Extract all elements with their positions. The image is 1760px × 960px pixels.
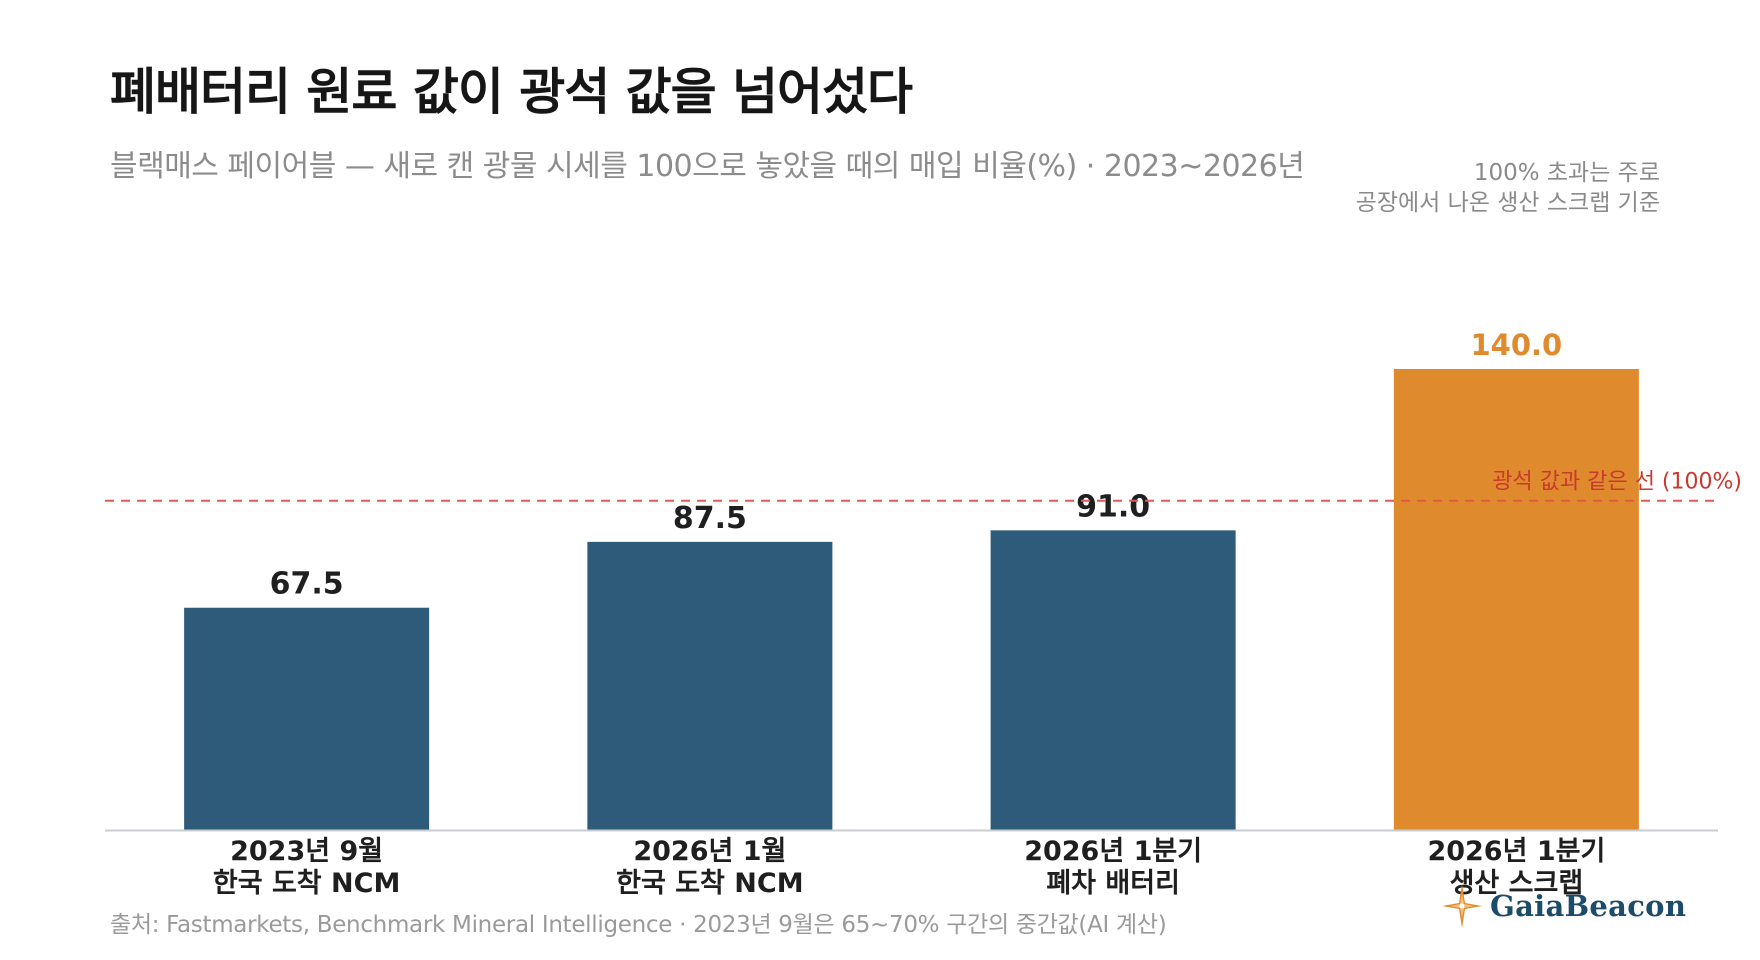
data-label-1: 67.5 bbox=[270, 567, 344, 602]
data-label-3: 91.0 bbox=[1076, 489, 1150, 524]
bar-3 bbox=[990, 530, 1236, 830]
brand-logo: GaiaBeacon bbox=[1440, 882, 1686, 930]
data-label-2: 87.5 bbox=[673, 501, 747, 536]
x-tick-label-3-line-2: 폐차 배터리 bbox=[1046, 868, 1180, 899]
x-tick-label-1-line-1: 2023년 9월 bbox=[230, 836, 383, 867]
brand-name: GaiaBeacon bbox=[1490, 889, 1687, 923]
compass-star-icon bbox=[1442, 884, 1482, 928]
x-tick-label-4-line-2: 생산 스크랩 bbox=[1450, 868, 1584, 899]
x-tick-label-4-line-1: 2026년 1분기 bbox=[1427, 836, 1605, 867]
x-tick-label-3-line-1: 2026년 1분기 bbox=[1024, 836, 1202, 867]
side-note: 100% 초과는 주로 공장에서 나온 생산 스크랩 기준 bbox=[1356, 158, 1660, 218]
chart-subtitle: 블랙매스 페이어블 — 새로 캔 광물 시세를 100으로 놓았을 때의 매입 … bbox=[110, 149, 1305, 184]
bar-2 bbox=[587, 541, 833, 830]
chart-title: 폐배터리 원료 값이 광석 값을 넘어섰다 bbox=[110, 63, 913, 121]
x-tick-label-2-line-1: 2026년 1월 bbox=[633, 836, 786, 867]
reference-line-label: 광석 값과 같은 선 (100%) bbox=[1492, 470, 1742, 495]
x-tick-label-2-line-2: 한국 도착 NCM bbox=[616, 868, 803, 899]
bar-1 bbox=[184, 607, 430, 830]
side-note-line-1: 100% 초과는 주로 bbox=[1473, 160, 1660, 186]
source-note: 출처: Fastmarkets, Benchmark Mineral Intel… bbox=[110, 912, 1167, 938]
side-note-line-2: 공장에서 나온 생산 스크랩 기준 bbox=[1355, 190, 1660, 216]
data-label-4: 140.0 bbox=[1471, 328, 1563, 362]
bar-4 bbox=[1393, 369, 1639, 830]
x-tick-label-1-line-2: 한국 도착 NCM bbox=[213, 868, 400, 899]
